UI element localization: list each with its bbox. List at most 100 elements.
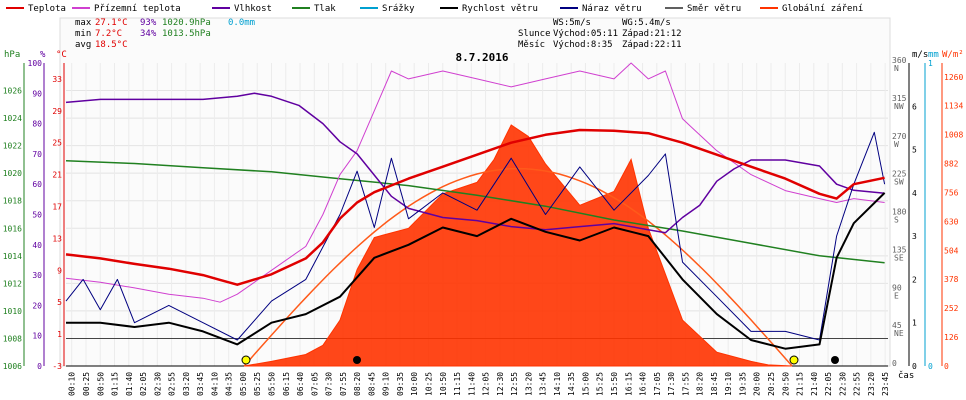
pressure-tick: 1024 — [3, 114, 22, 123]
x-tick-label: 03:45 — [196, 372, 205, 396]
x-tick-label: 14:35 — [567, 372, 576, 396]
direction-label: NE — [894, 329, 904, 338]
moonset: Západ:22:11 — [622, 40, 682, 50]
legend-label: Směr větru — [687, 4, 741, 14]
x-tick-label: 10:50 — [439, 372, 448, 396]
sunrise: Východ:05:11 — [553, 29, 618, 39]
x-tick-label: 00:25 — [82, 372, 91, 396]
humidity-tick: 100 — [28, 59, 43, 68]
temperature-tick: 5 — [57, 298, 62, 307]
temperature-tick: 25 — [52, 139, 62, 148]
radiation-tick: 1260 — [944, 73, 963, 82]
x-tick-label: 08:45 — [367, 372, 376, 396]
temperature-tick: 21 — [52, 171, 62, 180]
series-radiation — [244, 124, 793, 367]
x-tick-label: 06:40 — [296, 372, 305, 396]
x-tick-label: 01:40 — [125, 372, 134, 396]
pressure-tick: 1010 — [3, 307, 22, 316]
series-pressure — [65, 160, 885, 264]
legend-label: Vlhkost — [234, 4, 272, 14]
unit-time: čas — [898, 370, 914, 381]
series-wind-gust — [65, 131, 886, 341]
precip-tick: 1 — [928, 59, 933, 68]
x-tick-label: 02:05 — [139, 372, 148, 396]
x-tick-label: 02:30 — [153, 372, 162, 396]
x-tick-label: 00:50 — [96, 372, 105, 396]
legend-label: Přízemní teplota — [94, 4, 181, 14]
chart-title: 8.7.2016 — [456, 51, 509, 64]
x-tick-label: 17:55 — [681, 372, 690, 396]
series-humidity — [65, 92, 885, 234]
x-tick-label: 18:45 — [710, 372, 719, 396]
stat-min-temp: 7.2°C — [95, 29, 122, 39]
direction-label: S — [894, 216, 899, 225]
direction-tick: 315 — [892, 94, 907, 103]
x-tick-label: 12:05 — [482, 372, 491, 396]
series-temperature — [65, 128, 885, 286]
radiation-tick: 630 — [944, 217, 959, 226]
x-tick-label: 11:15 — [453, 372, 462, 396]
x-tick-label: 20:00 — [753, 372, 762, 396]
stat-avg-label: avg — [75, 40, 91, 50]
stat-min-humidity: 34% — [140, 29, 157, 39]
legend-label: Globální záření — [782, 4, 863, 14]
wind-tick: 4 — [912, 189, 917, 198]
unit-pct: % — [40, 50, 46, 60]
right-axes: 045NE90E135SE180S225SW270W315NW360N01234… — [892, 56, 963, 371]
x-tick-label: 09:35 — [396, 372, 405, 396]
x-tick-label: 18:20 — [696, 372, 705, 396]
x-tick-label: 21:15 — [796, 372, 805, 396]
direction-tick: 180 — [892, 208, 907, 217]
x-tick-label: 14:10 — [553, 372, 562, 396]
x-tick-label: 19:10 — [724, 372, 733, 396]
x-tick-label: 05:50 — [268, 372, 277, 396]
humidity-tick: 70 — [32, 150, 42, 159]
wind-wg: WG:5.4m/s — [622, 18, 671, 28]
x-tick-label: 16:40 — [639, 372, 648, 396]
direction-label: SE — [894, 253, 904, 262]
humidity-tick: 90 — [32, 89, 42, 98]
x-tick-label: 05:25 — [253, 372, 262, 396]
x-axis: 00:10 00:25 00:50 01:15 01:40 02:05 02:30 02:55… — [68, 372, 890, 396]
radiation-tick: 882 — [944, 160, 959, 169]
legend-label: Tlak — [314, 4, 336, 14]
x-tick-label: 11:40 — [467, 372, 476, 396]
moonrise-marker — [353, 356, 361, 364]
x-tick-label: 04:10 — [210, 372, 219, 396]
pressure-tick: 1006 — [3, 362, 22, 371]
radiation-tick: 1008 — [944, 131, 963, 140]
radiation-tick: 756 — [944, 188, 959, 197]
direction-tick: 0 — [892, 359, 897, 368]
x-tick-label: 10:00 — [410, 372, 419, 396]
x-tick-label: 22:05 — [824, 372, 833, 396]
temperature-tick: 17 — [52, 203, 62, 212]
pressure-tick: 1020 — [3, 169, 22, 178]
x-tick-label: 23:45 — [881, 372, 890, 396]
wind-tick: 1 — [912, 319, 917, 328]
direction-label: NW — [894, 102, 904, 111]
stat-max-humidity: 93% — [140, 18, 157, 28]
unit-ms: m/s — [912, 50, 928, 60]
x-tick-label: 22:30 — [838, 372, 847, 396]
pressure-tick: 1018 — [3, 197, 22, 206]
legend-label: Náraz větru — [582, 4, 642, 14]
x-tick-label: 09:10 — [382, 372, 391, 396]
x-tick-label: 16:15 — [624, 372, 633, 396]
wind-ws: WS:5m/s — [553, 18, 591, 28]
stat-min-pressure: 1013.5hPa — [162, 29, 211, 39]
pressure-tick: 1016 — [3, 224, 22, 233]
pressure-tick: 1014 — [3, 252, 22, 261]
x-tick-label: 05:00 — [239, 372, 248, 396]
pressure-tick: 1008 — [3, 334, 22, 343]
x-tick-label: 15:00 — [581, 372, 590, 396]
wind-tick: 5 — [912, 146, 917, 155]
x-tick-label: 00:10 — [68, 372, 77, 396]
precip-tick: 0 — [928, 362, 933, 371]
stat-max-precip: 0.0mm — [228, 18, 255, 28]
x-tick-label: 03:20 — [182, 372, 191, 396]
stat-max-temp: 27.1°C — [95, 18, 128, 28]
stat-avg-temp: 18.5°C — [95, 40, 128, 50]
direction-label: E — [894, 291, 899, 300]
